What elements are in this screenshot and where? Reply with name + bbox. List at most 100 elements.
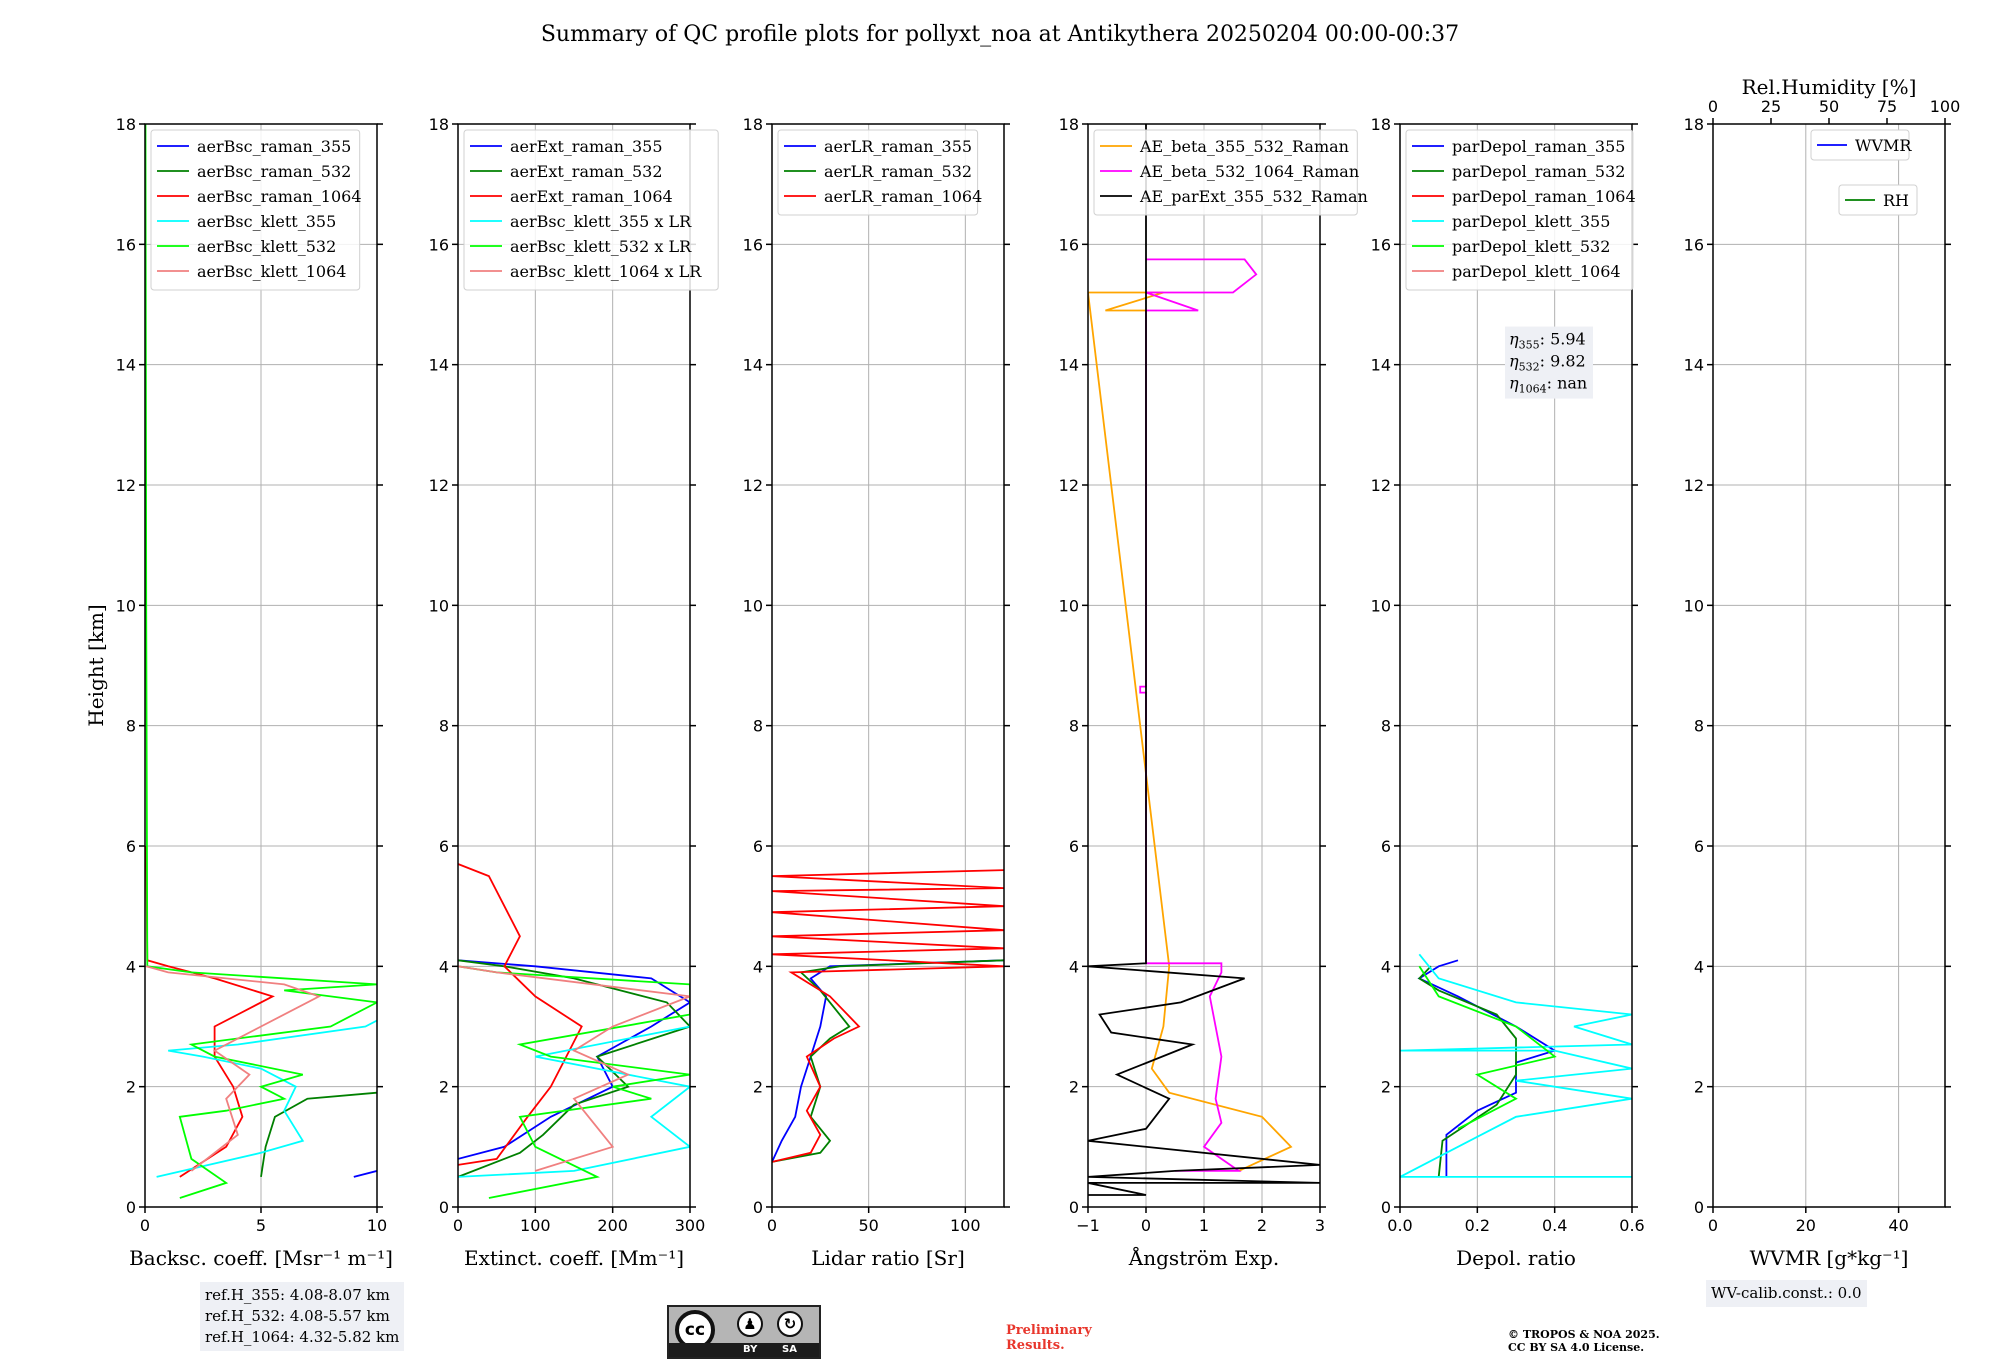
y-tick-label: 12 [1371,476,1391,495]
y-tick-label: 8 [439,717,449,736]
x-tick-label: 0 [140,1216,150,1235]
y-tick-label: 14 [743,356,763,375]
y-tick-label: 4 [439,957,449,976]
x-tick-label: 10 [367,1216,387,1235]
y-tick-label: 18 [429,115,449,134]
eta-1064: η1064: nan [1509,374,1587,396]
legend-entry-label: parDepol_raman_1064 [1452,187,1636,206]
legend-box [463,129,719,291]
series-line-parDepol_klett_355 [1400,953,1632,1178]
cc-license-badge: cc ♟ ↻ BY SA [667,1305,821,1359]
legend-entry-label: aerBsc_klett_532 x LR [510,237,692,256]
series-line-aerExt_raman_1064 [458,863,583,1166]
y-tick-label: 16 [1059,235,1079,254]
y-tick-label: 6 [439,837,449,856]
series-line-aerLR_raman_532 [772,959,1004,1163]
x-tick-label: 0 [1141,1216,1151,1235]
y-tick-label: 4 [1381,957,1391,976]
panel-3: 0 2 4 6 8 10 12 14 16 18 0 50 100 Lidar ratio [Sr] aer… [743,115,1010,1270]
series-line-aerBsc_klett_1064 x LR [458,965,690,1172]
x-axis-label: Extinct. coeff. [Mm⁻¹] [464,1246,684,1270]
series-line-aerLR_raman_1064 [772,869,1004,1163]
y-tick-label: 6 [1694,837,1704,856]
y-tick-label: 12 [1059,476,1079,495]
series-line-aerBsc_raman_355 [353,1170,377,1178]
y-tick-label: 4 [1069,957,1079,976]
x-axis-label: Ångström Exp. [1128,1245,1279,1270]
y-tick-label: 10 [1371,596,1391,615]
ref-height-1064: ref.H_1064: 4.32-5.82 km [205,1328,400,1346]
sa-label: SA [782,1344,797,1355]
share-alike-icon: ↻ [777,1311,803,1337]
series-line-aerExt_raman_532 [458,959,690,1178]
y-tick-label: 0 [439,1198,449,1217]
series-line-aerBsc_klett_1064 [145,965,322,1172]
series-line-aerBsc_klett_355 x LR [458,1020,690,1178]
y-tick-label: 12 [743,476,763,495]
axes-frame [1399,123,1633,1208]
legend-box [1810,129,1910,161]
legend-entry-label: aerBsc_raman_1064 [197,187,362,206]
legend-box [1093,129,1358,216]
wv-calibration-box: WV-calib.const.: 0.0 [1706,1280,1867,1307]
y-tick-label: 14 [1684,356,1704,375]
legend-entry-label: parDepol_klett_1064 [1452,262,1621,281]
x-tick-label: 0 [453,1216,463,1235]
legend-entry-label: WVMR [1855,136,1912,155]
y-tick-label: 8 [1694,717,1704,736]
y-tick-label: 0 [1069,1198,1079,1217]
legend-entry-label: aerBsc_raman_532 [197,162,351,181]
y-tick-label: 0 [753,1198,763,1217]
x-tick-label: 0.0 [1387,1216,1412,1235]
y-tick-label: 2 [1069,1078,1079,1097]
legend-entry-label: aerBsc_raman_355 [197,137,351,156]
x-tick-label: 300 [675,1216,706,1235]
x-tick-label: 200 [597,1216,628,1235]
legend-entry-label: AE_parExt_355_532_Raman [1139,187,1368,206]
badge-bar [669,1343,819,1357]
x2-tick-label: 0 [1708,97,1718,116]
y-tick-label: 8 [753,717,763,736]
wv-calib-text: WV-calib.const.: 0.0 [1711,1284,1862,1302]
copyright-note: © TROPOS & NOA 2025. CC BY SA 4.0 Licens… [1508,1328,1728,1354]
y-tick-label: 12 [116,476,136,495]
series-line-AE_beta_355_532_Raman [1088,291,1293,1172]
x-tick-label: 0.2 [1465,1216,1490,1235]
preliminary-line-2: Results. [1006,1338,1065,1353]
ref-height-355: ref.H_355: 4.08-8.07 km [205,1286,390,1304]
x-tick-label: 0 [767,1216,777,1235]
legend-entry-label: aerExt_raman_1064 [510,187,673,206]
y-tick-label: 12 [429,476,449,495]
series-line-parDepol_klett_532 [1418,965,1557,1130]
x-tick-label: 3 [1315,1216,1325,1235]
reference-height-box: ref.H_355: 4.08-8.07 km ref.H_532: 4.08-… [200,1282,405,1351]
x-tick-label: 40 [1888,1216,1908,1235]
legend-entry-label: aerLR_raman_355 [824,137,972,156]
y-tick-label: 6 [126,837,136,856]
y-tick-label: 10 [1059,596,1079,615]
y-tick-label: 16 [1684,235,1704,254]
y-tick-label: 16 [429,235,449,254]
y-tick-label: 16 [116,235,136,254]
x2-tick-label: 25 [1761,97,1781,116]
axes-frame [457,123,691,1208]
ref-height-532: ref.H_532: 4.08-5.57 km [205,1307,390,1325]
y-tick-label: 2 [439,1078,449,1097]
y-tick-label: 6 [1381,837,1391,856]
x-tick-label: 0.4 [1542,1216,1567,1235]
axes-frame [1712,123,1946,1208]
x-tick-label: 50 [858,1216,878,1235]
y-tick-label: 18 [1371,115,1391,134]
x-tick-label: 5 [256,1216,266,1235]
y-tick-label: 6 [1069,837,1079,856]
figure-title: Summary of QC profile plots for pollyxt_… [540,22,1460,47]
legend-box [1838,184,1918,216]
x-tick-label: 100 [950,1216,981,1235]
axes-frame [771,123,1005,1208]
y-tick-label: 8 [1381,717,1391,736]
y-tick-label: 18 [116,115,136,134]
y-tick-label: 10 [1684,596,1704,615]
panel-5: 0 2 4 6 8 10 12 14 16 18 0.0 0.2 0.4 0.6 Depol. ratio p… [1371,115,1645,1270]
x-tick-label: 100 [520,1216,551,1235]
